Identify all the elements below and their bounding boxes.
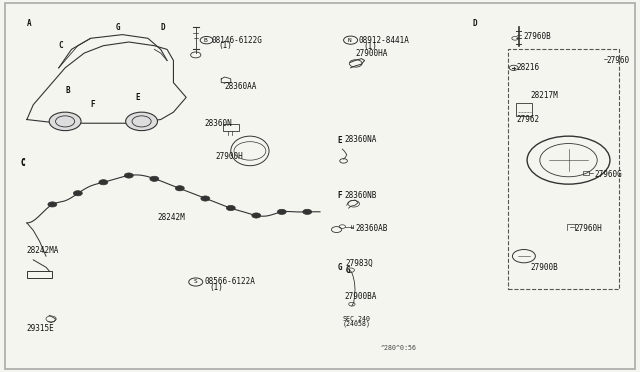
Text: 28360AB: 28360AB (355, 224, 387, 233)
Circle shape (48, 202, 57, 207)
Text: 08146-6122G: 08146-6122G (212, 36, 262, 45)
Circle shape (49, 112, 81, 131)
Text: C: C (59, 41, 63, 50)
Text: 28242M: 28242M (157, 213, 185, 222)
Text: 27900HA: 27900HA (355, 49, 387, 58)
Text: 28360N: 28360N (204, 119, 232, 128)
Bar (223, 124, 239, 131)
Text: F: F (91, 100, 95, 109)
Text: 27960: 27960 (607, 56, 630, 65)
Bar (508, 49, 620, 289)
Text: G: G (346, 266, 350, 275)
Circle shape (124, 173, 133, 178)
Circle shape (303, 209, 312, 214)
Text: (24058): (24058) (342, 320, 371, 327)
Text: (1): (1) (209, 283, 223, 292)
Circle shape (99, 180, 108, 185)
Text: 28360AA: 28360AA (225, 82, 257, 91)
Circle shape (277, 209, 286, 214)
Bar (516, 103, 532, 116)
Text: 27960H: 27960H (575, 224, 603, 233)
Text: (1): (1) (364, 42, 377, 51)
Circle shape (252, 213, 260, 218)
Bar (582, 171, 589, 175)
Text: S: S (193, 279, 197, 285)
Circle shape (227, 205, 236, 211)
Text: 27900H: 27900H (216, 152, 243, 161)
Text: D: D (473, 19, 477, 28)
Text: E: E (135, 93, 140, 102)
Text: 27962: 27962 (516, 115, 540, 124)
Bar (27, 271, 52, 278)
Circle shape (150, 176, 159, 182)
Circle shape (74, 191, 83, 196)
Text: 27960G: 27960G (594, 170, 621, 179)
Text: D: D (161, 23, 165, 32)
Text: N: N (348, 38, 351, 43)
Text: 28360NB: 28360NB (344, 191, 376, 200)
Text: (1): (1) (218, 41, 232, 50)
Text: 28216: 28216 (516, 63, 540, 72)
Text: 29315E: 29315E (27, 324, 54, 333)
Circle shape (175, 186, 184, 191)
Text: E: E (338, 137, 342, 145)
Text: SEC.240: SEC.240 (342, 316, 371, 322)
Text: B: B (204, 38, 207, 43)
Text: C: C (20, 159, 25, 169)
Text: C: C (20, 157, 25, 167)
Circle shape (125, 112, 157, 131)
Text: 27960B: 27960B (524, 32, 552, 41)
Text: G: G (338, 263, 342, 272)
Text: 27983Q: 27983Q (346, 259, 373, 268)
Text: G: G (116, 23, 121, 32)
Text: 27900BA: 27900BA (344, 292, 376, 301)
Text: 08566-6122A: 08566-6122A (204, 278, 255, 286)
Text: F: F (338, 191, 342, 200)
Text: 28217M: 28217M (531, 91, 558, 100)
Circle shape (201, 196, 210, 201)
Text: 28242MA: 28242MA (27, 246, 60, 255)
Text: 28360NA: 28360NA (344, 135, 376, 144)
Text: A: A (27, 19, 31, 28)
Text: ^280^0:56: ^280^0:56 (381, 346, 417, 352)
Text: B: B (65, 86, 70, 94)
Text: 08912-8441A: 08912-8441A (358, 36, 409, 45)
Text: 27900B: 27900B (531, 263, 558, 272)
